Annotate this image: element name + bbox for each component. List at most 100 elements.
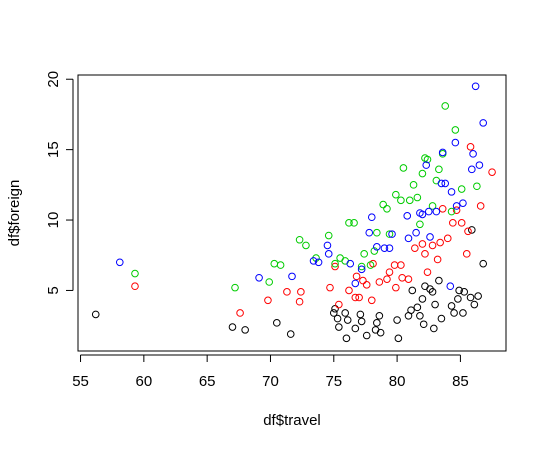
data-point	[398, 273, 406, 282]
data-point	[428, 241, 437, 250]
data-point	[393, 316, 401, 324]
x-axis-label: df$travel	[263, 412, 321, 429]
data-point	[411, 244, 419, 253]
data-point	[479, 119, 488, 127]
data-points	[91, 82, 496, 343]
data-point	[399, 164, 408, 172]
data-point	[351, 293, 360, 302]
data-point	[435, 165, 443, 174]
data-point	[309, 257, 318, 265]
y-tick-label: 15	[45, 141, 62, 158]
data-point	[388, 230, 396, 238]
data-point	[422, 161, 431, 169]
x-tick-label: 65	[199, 373, 216, 390]
data-point	[426, 233, 434, 241]
data-point	[413, 303, 422, 312]
data-point	[428, 288, 437, 296]
data-point	[357, 317, 366, 326]
data-point	[373, 242, 381, 251]
data-point	[91, 310, 100, 319]
data-point	[408, 286, 417, 295]
data-point	[437, 179, 446, 188]
data-point	[479, 259, 488, 268]
data-point	[351, 324, 360, 333]
data-point	[418, 240, 427, 248]
data-point	[423, 155, 432, 164]
data-point	[367, 213, 376, 222]
data-point	[424, 207, 433, 216]
data-point	[356, 310, 365, 319]
data-point	[346, 259, 355, 268]
data-point	[352, 272, 361, 281]
data-point	[473, 182, 481, 191]
y-tick-label: 5	[45, 286, 62, 294]
data-point	[350, 219, 358, 227]
data-point	[385, 230, 394, 238]
data-point	[333, 314, 342, 323]
x-tick-label: 80	[389, 373, 406, 390]
data-point	[365, 228, 374, 237]
y-axis: 5 10 15 20	[45, 71, 74, 295]
data-point	[403, 212, 412, 220]
data-point	[470, 300, 479, 309]
data-point	[236, 309, 244, 317]
data-point	[331, 259, 339, 268]
data-point	[443, 234, 452, 243]
plot-box	[77, 74, 507, 352]
x-tick-label: 60	[136, 373, 153, 390]
data-point	[446, 282, 455, 291]
data-point	[409, 181, 418, 189]
data-point	[241, 326, 249, 334]
data-point	[397, 261, 405, 269]
data-point	[362, 281, 371, 289]
x-tick-label: 70	[262, 373, 279, 390]
data-point	[383, 275, 391, 283]
data-point	[475, 161, 484, 169]
y-tick-label: 20	[45, 71, 62, 88]
data-point	[379, 200, 387, 209]
data-point	[351, 279, 360, 288]
data-point	[373, 319, 381, 327]
data-point	[488, 168, 496, 176]
data-point	[360, 250, 368, 258]
data-point	[447, 188, 456, 196]
data-point	[357, 265, 366, 274]
data-point	[370, 247, 379, 255]
data-point	[367, 296, 376, 305]
data-point	[459, 309, 467, 317]
data-point	[418, 210, 427, 219]
data-point	[335, 323, 343, 331]
data-point	[324, 231, 333, 240]
data-point	[131, 269, 139, 278]
data-point	[447, 302, 456, 310]
data-point	[323, 241, 332, 250]
data-point	[329, 309, 338, 317]
data-point	[451, 126, 460, 134]
data-point	[270, 259, 279, 268]
data-point	[455, 286, 463, 295]
data-point	[295, 297, 304, 306]
data-point	[376, 328, 385, 337]
data-point	[416, 311, 424, 320]
data-point	[423, 268, 432, 276]
data-point	[468, 226, 476, 234]
data-point	[375, 278, 384, 286]
data-point	[383, 204, 391, 213]
data-point	[413, 193, 422, 202]
data-point	[341, 309, 349, 317]
data-point	[416, 220, 424, 229]
data-point	[471, 82, 480, 91]
data-point	[357, 262, 366, 271]
data-point	[466, 143, 475, 151]
data-point	[412, 228, 420, 237]
data-point	[441, 179, 450, 188]
data-point	[276, 261, 285, 269]
data-point	[375, 311, 384, 320]
data-point	[449, 219, 457, 227]
data-point	[432, 207, 441, 216]
x-axis: 55 60 65 70 75 80 85	[72, 354, 469, 390]
data-point	[469, 150, 477, 158]
data-point	[392, 190, 400, 199]
data-point	[404, 275, 413, 283]
